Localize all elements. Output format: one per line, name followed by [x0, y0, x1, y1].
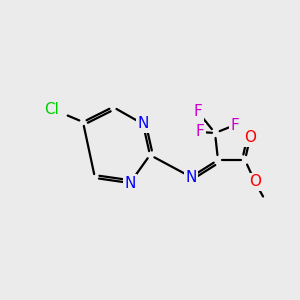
Text: F: F — [194, 104, 202, 119]
Text: N: N — [124, 176, 136, 190]
Text: N: N — [137, 116, 149, 131]
Text: N: N — [185, 169, 197, 184]
Text: O: O — [244, 130, 256, 146]
Text: O: O — [249, 175, 261, 190]
Text: F: F — [231, 118, 239, 133]
Text: Cl: Cl — [45, 103, 59, 118]
Text: F: F — [196, 124, 204, 140]
